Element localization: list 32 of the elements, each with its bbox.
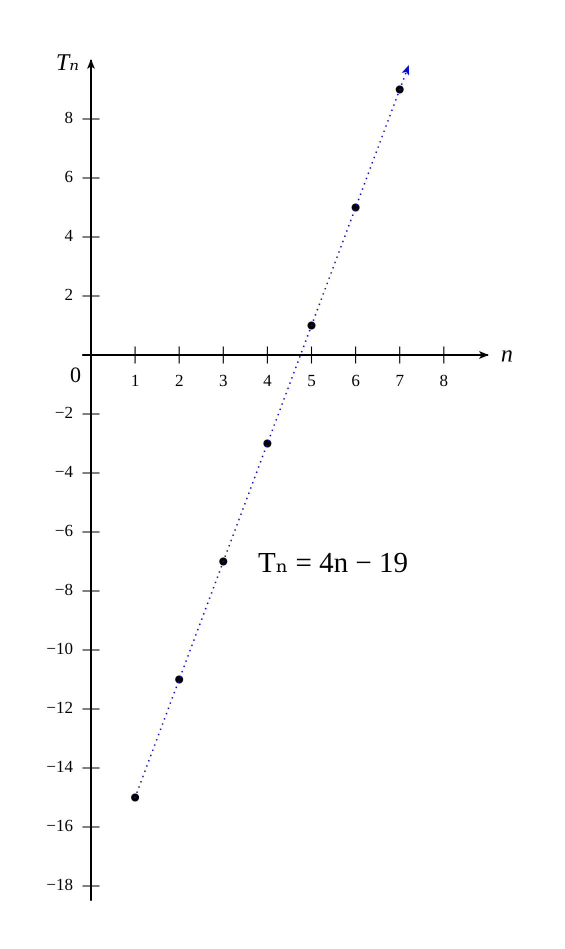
y-tick-label: −2 [54, 402, 73, 422]
y-tick-label: 4 [64, 226, 74, 245]
x-tick-label: 6 [351, 370, 360, 390]
text: 0 [70, 362, 81, 387]
y-tick-label: −16 [46, 816, 73, 835]
y-tick-label: 6 [64, 166, 73, 186]
point [131, 794, 140, 802]
y-tick-label: −4 [54, 462, 74, 481]
point [396, 86, 404, 94]
y-tick-label: −8 [54, 580, 73, 599]
point [219, 558, 228, 566]
point [352, 204, 360, 212]
point [308, 322, 316, 330]
annotation: Tₙ = 4n − 19 [258, 547, 408, 579]
point [175, 676, 184, 684]
x-tick-label: 5 [307, 370, 316, 390]
x-tick-label: 2 [174, 370, 184, 390]
point [263, 440, 272, 448]
x-tick-label: 7 [395, 370, 404, 390]
y-tick-label: 8 [64, 108, 73, 127]
y-tick-label: −6 [54, 520, 73, 540]
y-tick-label: −10 [46, 638, 73, 658]
y-tick-label: −12 [46, 698, 73, 717]
y-tick-label: −14 [46, 756, 74, 776]
x-axis-title: n [500, 342, 513, 368]
y-tick-label: 2 [64, 284, 73, 304]
y-tick-label: −18 [46, 874, 73, 894]
y-axis-title: Tₙ [56, 50, 79, 76]
x-tick-label: 4 [263, 370, 272, 390]
x-tick-label: 3 [219, 370, 228, 390]
x-tick-label: 1 [130, 370, 140, 390]
x-tick-label: 8 [440, 370, 448, 390]
